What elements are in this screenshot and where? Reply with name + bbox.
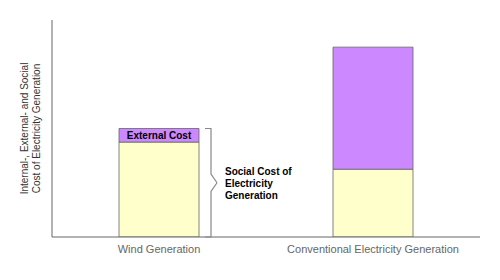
svg-text:External Cost: External Cost <box>127 130 192 141</box>
svg-text:Conventional Electricity Gener: Conventional Electricity Generation <box>287 243 459 255</box>
svg-text:Wind Generation: Wind Generation <box>118 243 201 255</box>
svg-text:Social Cost ofElectricityGener: Social Cost ofElectricityGeneration <box>225 165 292 200</box>
svg-text:Internal-, External- and Socia: Internal-, External- and SocialCost of E… <box>19 63 42 195</box>
